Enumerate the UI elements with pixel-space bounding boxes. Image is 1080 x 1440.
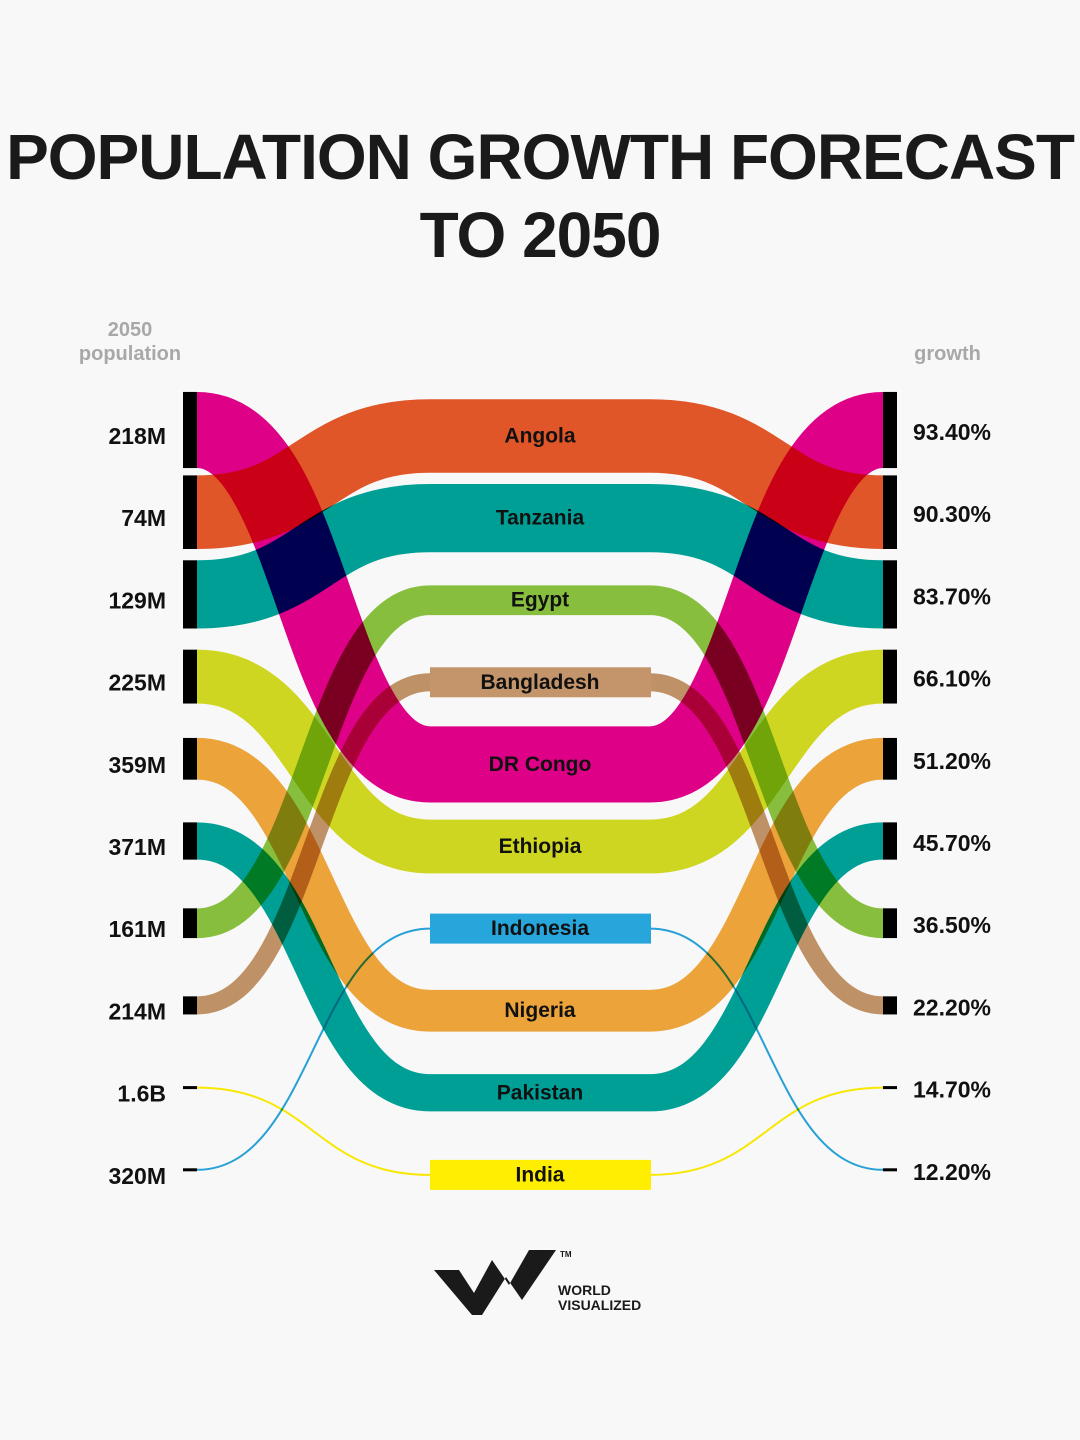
country-label-india: India xyxy=(515,1163,564,1186)
population-label-tanzania: 129M xyxy=(108,587,166,613)
country-label-ethiopia: Ethiopia xyxy=(499,835,582,858)
right-bar-bangladesh xyxy=(883,996,897,1015)
right-bar-ethiopia xyxy=(883,649,897,704)
population-label-bangladesh: 214M xyxy=(108,998,166,1024)
country-label-pakistan: Pakistan xyxy=(497,1081,583,1104)
population-label-pakistan: 371M xyxy=(108,834,166,860)
right-bar-angola xyxy=(883,475,897,549)
country-label-tanzania: Tanzania xyxy=(496,507,585,530)
growth-label-indonesia: 12.20% xyxy=(913,1159,991,1185)
labels-group: DR Congo 218M 93.40% Angola 74M 90.30% Tanzani… xyxy=(108,391,991,1190)
logo-trademark: TM xyxy=(560,1250,572,1259)
growth-label-ethiopia: 66.10% xyxy=(913,666,991,692)
left-bar-bangladesh xyxy=(183,996,197,1015)
logo-mark-icon xyxy=(434,1250,556,1315)
right-bar-egypt xyxy=(883,908,897,939)
right-bar-tanzania xyxy=(883,560,897,629)
band-angola xyxy=(195,399,885,549)
left-bar-indonesia xyxy=(183,1168,197,1172)
population-label-india: 1.6B xyxy=(117,1081,166,1107)
country-label-angola: Angola xyxy=(504,425,575,448)
population-label-angola: 74M xyxy=(121,505,166,531)
growth-label-bangladesh: 22.20% xyxy=(913,994,991,1020)
country-label-egypt: Egypt xyxy=(511,589,569,612)
growth-label-egypt: 36.50% xyxy=(913,912,991,938)
growth-label-tanzania: 83.70% xyxy=(913,583,991,609)
left-bar-pakistan xyxy=(183,822,197,860)
band-tanzania xyxy=(196,483,884,629)
band-egypt xyxy=(195,585,885,939)
growth-label-india: 14.70% xyxy=(913,1077,991,1103)
country-label-nigeria: Nigeria xyxy=(504,999,576,1022)
chart-title: POPULATION GROWTH FORECAST TO 2050 xyxy=(6,121,1075,271)
country-label-bangladesh: Bangladesh xyxy=(480,671,599,694)
country-label-indonesia: Indonesia xyxy=(491,917,589,940)
right-bar-indonesia xyxy=(883,1168,897,1172)
left-bar-dr-congo xyxy=(183,391,197,469)
growth-label-pakistan: 45.70% xyxy=(913,830,991,856)
population-label-nigeria: 359M xyxy=(108,752,166,778)
growth-label-nigeria: 51.20% xyxy=(913,748,991,774)
label-box-indonesia xyxy=(430,913,651,944)
logo-text-world: WORLD xyxy=(558,1282,611,1298)
right-bar-dr-congo xyxy=(883,391,897,469)
left-bar-ethiopia xyxy=(183,649,197,704)
right-bar-india xyxy=(883,1086,897,1090)
right-column-header: growth xyxy=(914,343,981,365)
left-bar-egypt xyxy=(183,908,197,939)
country-label-dr-congo: DR Congo xyxy=(489,753,592,776)
left-bar-india xyxy=(183,1086,197,1090)
population-label-ethiopia: 225M xyxy=(108,670,166,696)
label-box-india xyxy=(430,1159,651,1190)
left-column-header: 2050 population xyxy=(78,319,182,365)
growth-label-angola: 90.30% xyxy=(913,501,991,527)
label-box-bangladesh xyxy=(430,667,651,698)
world-visualized-logo: WORLD VISUALIZED TM xyxy=(434,1245,664,1320)
logo-text-visualized: VISUALIZED xyxy=(558,1297,642,1313)
growth-label-dr-congo: 93.40% xyxy=(913,419,991,445)
population-label-indonesia: 320M xyxy=(108,1163,166,1189)
left-bar-angola xyxy=(183,475,197,549)
population-label-egypt: 161M xyxy=(108,916,166,942)
population-label-dr-congo: 218M xyxy=(108,423,166,449)
right-bar-pakistan xyxy=(883,822,897,860)
band-ethiopia xyxy=(195,649,885,874)
bands-group xyxy=(192,391,888,1176)
right-bar-nigeria xyxy=(883,737,897,780)
left-bar-tanzania xyxy=(183,560,197,629)
left-bar-nigeria xyxy=(183,737,197,780)
